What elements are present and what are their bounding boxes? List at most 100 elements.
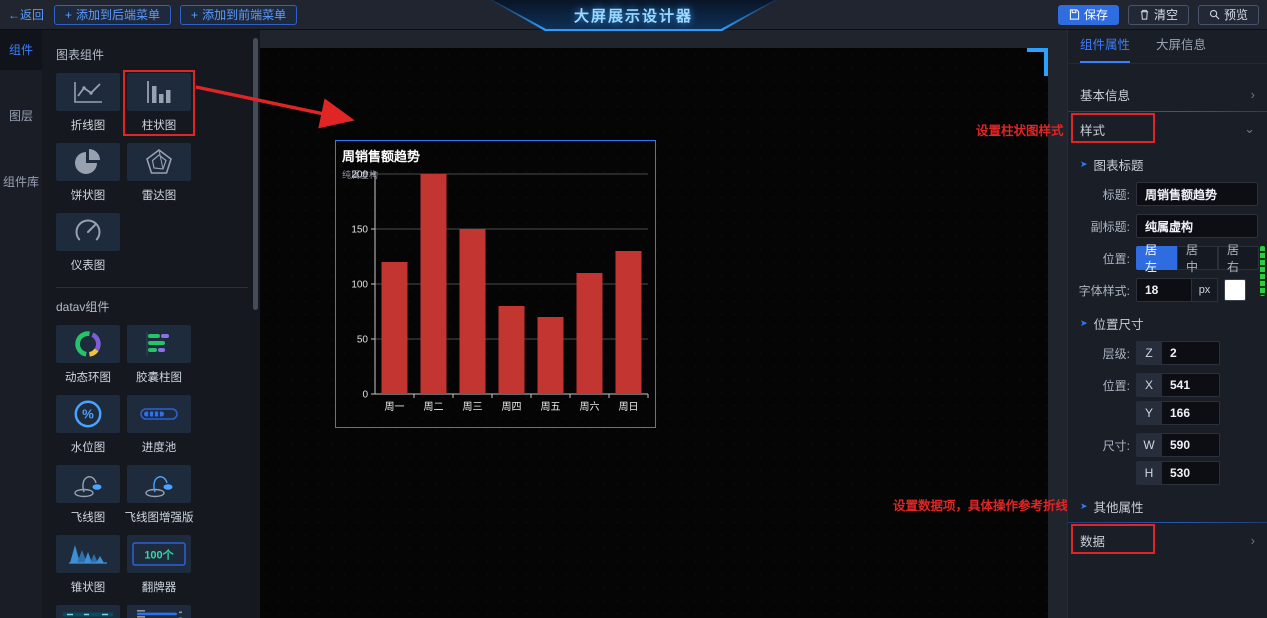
- magnifier-icon: [1209, 9, 1220, 20]
- svg-text:周五: 周五: [541, 401, 561, 413]
- sidebar-scrollbar[interactable]: [253, 38, 258, 310]
- add-backend-menu-button[interactable]: + 添加到后端菜单: [54, 4, 172, 25]
- sidebar-tab-library[interactable]: 组件库: [2, 175, 39, 189]
- font-unit-label: px: [1192, 278, 1218, 302]
- align-option-1[interactable]: 居中: [1177, 243, 1218, 274]
- carousel-table-icon: [60, 610, 116, 618]
- tile-label: 锥状图: [70, 582, 106, 594]
- section-divider: [56, 287, 248, 288]
- level-field-label: 层级:: [1102, 346, 1130, 361]
- ring-chart-icon: [71, 327, 105, 361]
- chart-title-group-header[interactable]: ➤ 图表标题: [1080, 159, 1144, 173]
- tile-label: 飞线图增强版: [124, 512, 194, 524]
- clear-button[interactable]: 清空: [1127, 4, 1189, 25]
- tab-screen-info[interactable]: 大屏信息: [1156, 38, 1207, 52]
- other-props-group-header[interactable]: ➤ 其他属性: [1080, 501, 1144, 515]
- tile-label: 折线图: [70, 120, 106, 132]
- y-input[interactable]: [1162, 401, 1220, 425]
- tile-gauge-chart[interactable]: 仪表图: [56, 213, 120, 273]
- x-position-row: 位置: X: [1068, 373, 1259, 397]
- w-prefix: W: [1136, 433, 1162, 457]
- z-level-row: 层级: Z: [1068, 341, 1259, 365]
- component-panel: 图表组件 折线图 柱状图 饼状图 雷达图 仪表图 datav组件 动态环图 胶囊柱图% 水位图 进度…: [42, 30, 260, 618]
- tile-label: 翻牌器: [141, 582, 177, 594]
- tile-label: 仪表图: [70, 260, 106, 272]
- position-size-group-header[interactable]: ➤ 位置尺寸: [1080, 318, 1144, 332]
- gauge-chart-icon: [72, 218, 104, 246]
- capsule-bar-icon: [141, 330, 177, 358]
- bar-chart-widget[interactable]: 周销售额趋势 纯属虚构 0 50 100 150 200 周一 周二 周三 周四 周五 周六 周日: [335, 140, 656, 428]
- position-group-label: 位置:: [1102, 378, 1130, 393]
- w-input[interactable]: [1162, 433, 1220, 457]
- width-row: 尺寸: W: [1068, 433, 1259, 457]
- tile-label: 雷达图: [141, 190, 177, 202]
- design-screen[interactable]: 周销售额趋势 纯属虚构 0 50 100 150 200 周一 周二 周三 周四 周五 周六 周日 设…: [260, 48, 1081, 618]
- tile-label: 柱状图: [141, 120, 177, 132]
- tab-component-properties[interactable]: 组件属性: [1080, 34, 1131, 63]
- align-option-2[interactable]: 居右: [1218, 243, 1259, 274]
- progress-pool-icon: [138, 404, 180, 424]
- style-section[interactable]: 样式 ⌄: [1068, 113, 1267, 143]
- tile-cone-chart[interactable]: 锥状图: [56, 535, 120, 595]
- tile-flyline-plus[interactable]: 飞线图增强版: [124, 465, 194, 525]
- add-frontend-menu-button[interactable]: + 添加到前端菜单: [180, 4, 298, 25]
- bar-chart-icon: [143, 79, 175, 106]
- svg-text:周日: 周日: [619, 401, 639, 413]
- tile-bar-chart[interactable]: 柱状图: [123, 70, 195, 136]
- pie-chart-icon: [72, 148, 104, 176]
- save-button[interactable]: 保存: [1057, 4, 1119, 25]
- z-input[interactable]: [1162, 341, 1220, 365]
- align-option-0[interactable]: 居左: [1136, 243, 1177, 274]
- data-section[interactable]: 数据 ›: [1068, 524, 1267, 554]
- preview-button[interactable]: 预览: [1197, 4, 1259, 25]
- tile-label: 胶囊柱图: [136, 372, 182, 384]
- subtitle-input[interactable]: [1136, 214, 1258, 238]
- trash-icon: [1139, 9, 1150, 20]
- basic-info-section[interactable]: 基本信息 ›: [1068, 80, 1267, 108]
- sidebar-tab-layers[interactable]: 图层: [8, 109, 33, 123]
- y-position-row: Y: [1068, 401, 1259, 425]
- svg-text:50: 50: [357, 335, 369, 346]
- color-picker-slider[interactable]: [1259, 245, 1266, 297]
- section-title: 图表组件: [56, 48, 105, 62]
- title-align-segmented: 居左 居中 居右: [1136, 243, 1259, 274]
- group-arrow-icon: ➤: [1080, 159, 1088, 169]
- chevron-down-icon: ⌄: [1244, 121, 1255, 136]
- tile-capsule-bar[interactable]: 胶囊柱图: [127, 325, 191, 385]
- tile-rank-table[interactable]: 排名轮播表: [127, 605, 191, 618]
- tile-progress-pool[interactable]: 进度池: [127, 395, 191, 455]
- tile-radar-chart[interactable]: 雷达图: [127, 143, 191, 203]
- screen-corner-bracket: [1027, 48, 1048, 76]
- sidebar-tab-components[interactable]: 组件: [0, 30, 42, 70]
- font-size-input[interactable]: [1136, 278, 1192, 302]
- size-group-label: 尺寸:: [1102, 438, 1130, 453]
- y-prefix: Y: [1136, 401, 1162, 425]
- app-title-banner: 大屏展示设计器: [490, 0, 777, 31]
- x-input[interactable]: [1162, 373, 1220, 397]
- properties-panel: 组件属性 大屏信息 基本信息 › 样式 ⌄ ➤ 图表标题 标题: 副标题: 位置…: [1067, 30, 1267, 618]
- rank-table-icon: [131, 607, 187, 618]
- data-annotation: 设置数据项，具体操作参考折线图: [893, 499, 1081, 513]
- back-button[interactable]: ←返回: [8, 8, 45, 22]
- tile-flip-counter[interactable]: 100个翻牌器: [127, 535, 191, 595]
- properties-tabs: 组件属性 大屏信息: [1068, 30, 1267, 64]
- h-prefix: H: [1136, 461, 1162, 485]
- tile-ring-chart[interactable]: 动态环图: [56, 325, 120, 385]
- tile-line-chart[interactable]: 折线图: [56, 73, 120, 133]
- group-arrow-icon: ➤: [1080, 318, 1088, 328]
- h-input[interactable]: [1162, 461, 1220, 485]
- line-chart-icon: [71, 79, 105, 106]
- tile-label: 饼状图: [70, 190, 106, 202]
- tile-carousel-table[interactable]: 轮播表: [56, 605, 120, 618]
- group-arrow-icon: ➤: [1080, 501, 1088, 511]
- title-input[interactable]: [1136, 182, 1258, 206]
- tile-pie-chart[interactable]: 饼状图: [56, 143, 120, 203]
- tile-flyline[interactable]: 飞线图: [56, 465, 120, 525]
- water-level-icon: %: [72, 398, 104, 430]
- cone-chart-icon: [67, 541, 109, 567]
- flip-counter-icon: 100个: [131, 541, 187, 567]
- title-position-row: 位置: 居左 居中 居右: [1068, 243, 1259, 274]
- font-color-swatch[interactable]: [1224, 279, 1246, 301]
- position-field-label: 位置:: [1102, 251, 1130, 266]
- tile-water-level[interactable]: % 水位图: [56, 395, 120, 455]
